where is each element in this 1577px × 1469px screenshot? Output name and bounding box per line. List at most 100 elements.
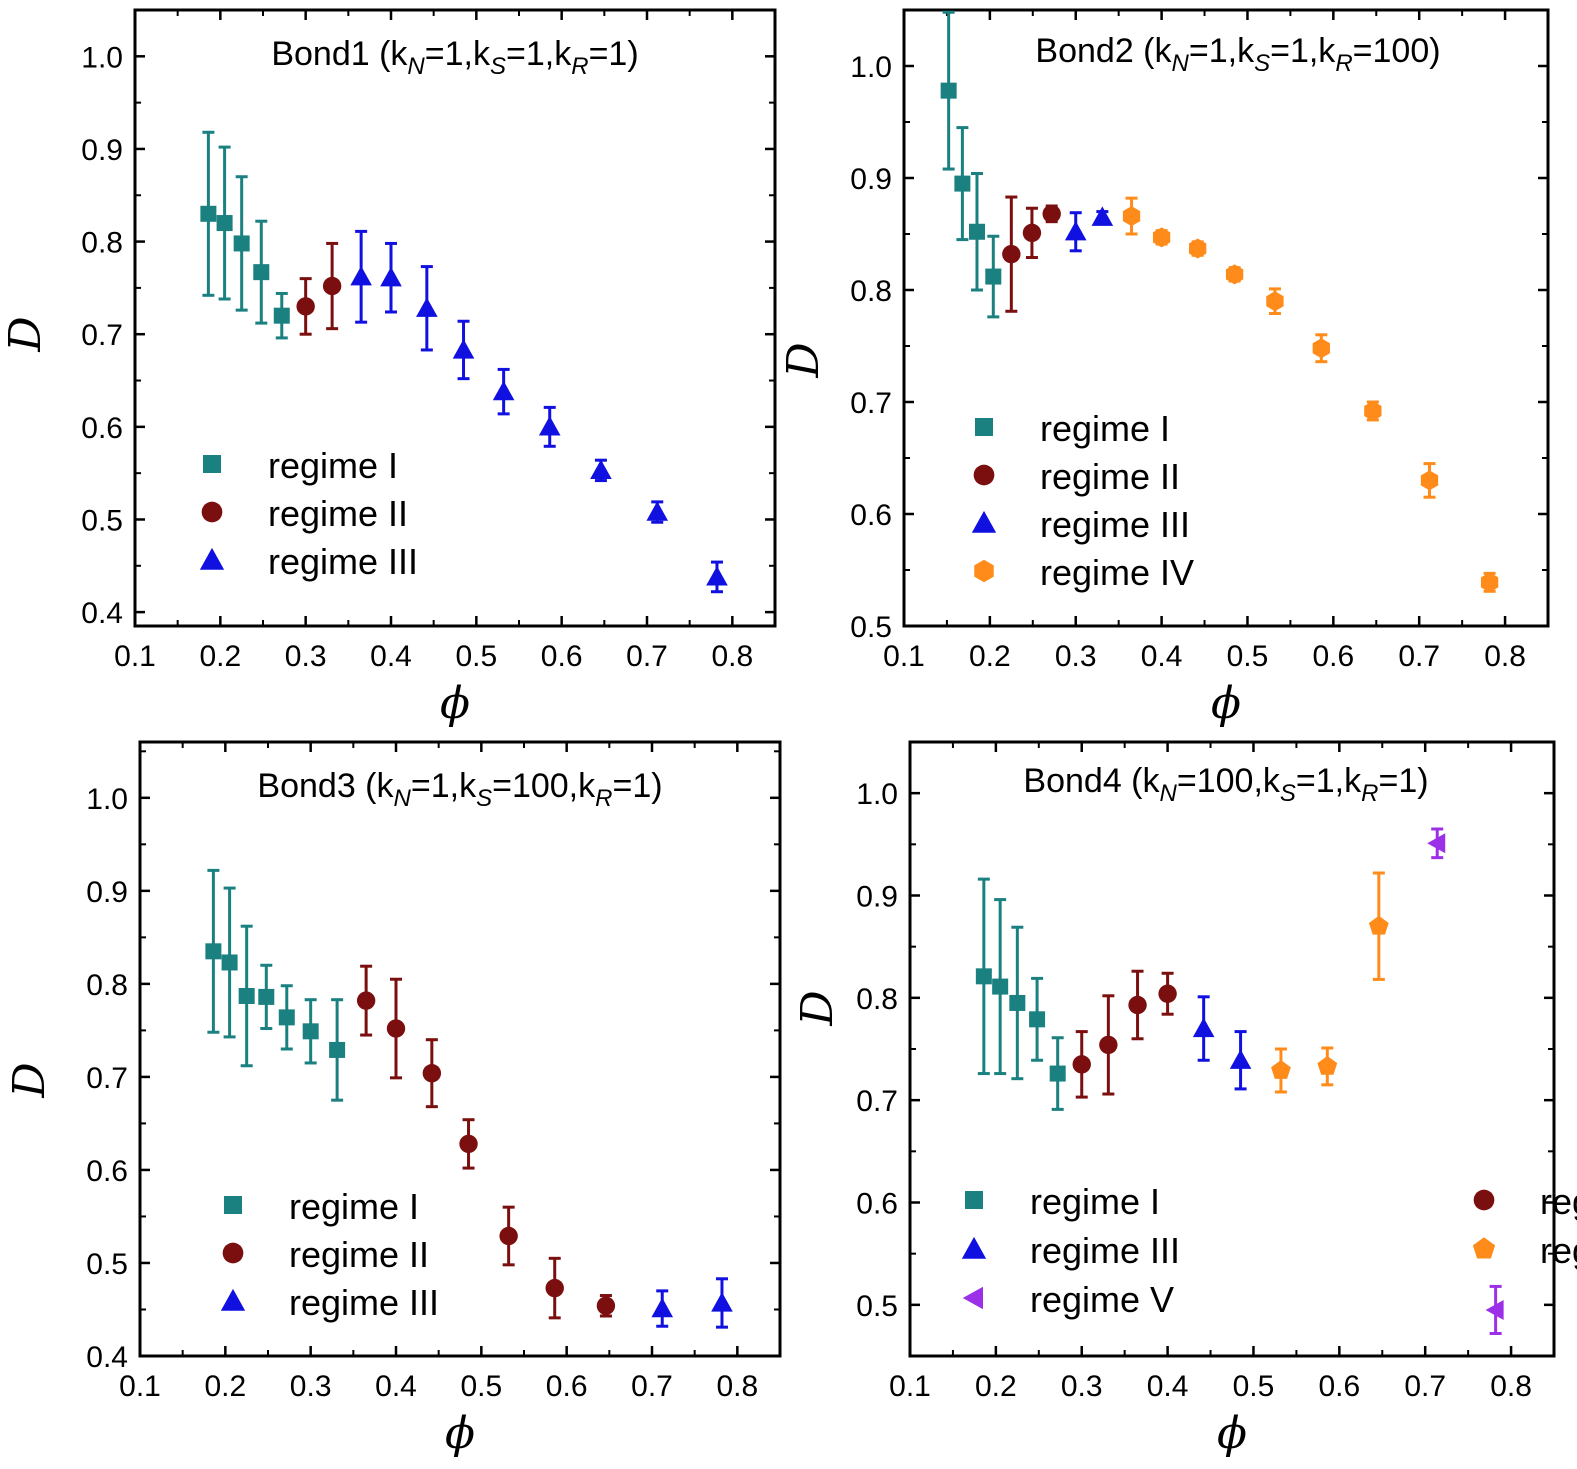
marker-triangle-up bbox=[416, 297, 438, 317]
x-tick-label: 0.2 bbox=[204, 1370, 246, 1403]
data-point bbox=[499, 1205, 518, 1267]
marker-triangle-up bbox=[380, 266, 402, 287]
data-point bbox=[1317, 1046, 1338, 1087]
x-axis-ticks: 0.1 0.2 0.3 0.4 0.5 0.6 0.7 0.8 bbox=[114, 10, 753, 673]
data-point bbox=[216, 145, 233, 301]
legend-label: regime I bbox=[1030, 1181, 1160, 1222]
data-point bbox=[1049, 1036, 1066, 1111]
data-point bbox=[940, 10, 957, 171]
data-point bbox=[651, 1289, 674, 1328]
marker-circle bbox=[1158, 984, 1177, 1003]
series-regime-iii bbox=[651, 1277, 733, 1329]
series-regime-i bbox=[205, 868, 346, 1102]
y-axis-ticks: 0.5 0.6 0.7 0.8 0.9 1.0 bbox=[850, 51, 1548, 644]
legend-marker bbox=[962, 1286, 983, 1310]
marker-circle bbox=[422, 1063, 442, 1083]
data-point bbox=[1192, 995, 1215, 1062]
data-area bbox=[940, 10, 1499, 593]
plot-frame bbox=[902, 8, 1550, 628]
y-tick-label: 0.5 bbox=[86, 1248, 128, 1281]
marker-square bbox=[205, 943, 222, 960]
legend-item-regime-iv: regime IV bbox=[974, 552, 1194, 593]
y-tick-label: 0.8 bbox=[81, 227, 123, 260]
data-point bbox=[538, 405, 561, 448]
legend: regime I regime II regime III regime IV regi… bbox=[961, 1181, 1577, 1320]
data-point bbox=[452, 319, 475, 381]
legend-marker bbox=[201, 501, 223, 523]
series-regime-i bbox=[975, 877, 1066, 1111]
marker-square bbox=[1049, 1065, 1066, 1082]
y-axis-ticks: 0.4 0.5 0.6 0.7 0.8 0.9 1.0 bbox=[86, 750, 780, 1374]
x-tick-label: 0.7 bbox=[1404, 1370, 1446, 1403]
series-regime-ii bbox=[356, 964, 616, 1320]
marker-hexagon bbox=[1152, 227, 1171, 248]
x-tick-label: 0.1 bbox=[119, 1370, 161, 1403]
y-tick-label: 0.6 bbox=[81, 412, 123, 445]
marker-triangle-up bbox=[1091, 206, 1114, 226]
panel-3: 0.1 0.2 0.3 0.4 0.5 0.6 0.7 0.80.40.50.60.70.80… bbox=[4, 740, 782, 1459]
marker-triangle-up bbox=[651, 1297, 674, 1318]
title-subscript: R bbox=[1335, 50, 1352, 77]
data-point bbox=[302, 998, 319, 1065]
data-point bbox=[1225, 264, 1244, 285]
legend-label: regime II bbox=[1540, 1181, 1577, 1222]
title-segment: Bond2 (k bbox=[1035, 32, 1172, 70]
legend-marker bbox=[222, 1242, 244, 1264]
x-tick-label: 0.2 bbox=[969, 640, 1011, 673]
x-tick-label: 0.8 bbox=[716, 1370, 758, 1403]
y-axis-label: D bbox=[0, 316, 51, 352]
legend-label: regime III bbox=[1030, 1230, 1180, 1271]
data-point bbox=[1099, 994, 1118, 1096]
legend-marker bbox=[220, 1288, 246, 1311]
marker-pentagon bbox=[1368, 915, 1389, 935]
marker-square bbox=[258, 988, 275, 1005]
data-point bbox=[1420, 462, 1439, 499]
marker-triangle-up bbox=[350, 265, 372, 286]
marker-circle bbox=[322, 276, 342, 296]
title-subscript: R bbox=[571, 53, 588, 80]
y-tick-label: 1.0 bbox=[850, 51, 892, 84]
legend-marker bbox=[224, 1196, 242, 1214]
marker-square bbox=[992, 978, 1009, 995]
panel-1: 0.1 0.2 0.3 0.4 0.5 0.6 0.7 0.80.40.50.60.70.80… bbox=[0, 8, 777, 729]
y-tick-label: 0.9 bbox=[850, 163, 892, 196]
marker-square bbox=[233, 235, 250, 252]
marker-triangle-up bbox=[1192, 1017, 1215, 1038]
title-segment: =1,k bbox=[1270, 32, 1336, 70]
x-tick-label: 0.3 bbox=[1061, 1370, 1103, 1403]
y-tick-label: 1.0 bbox=[81, 41, 123, 74]
legend-item-regime-ii: regime II bbox=[1473, 1181, 1577, 1222]
marker-circle bbox=[356, 991, 376, 1010]
legend-item-regime-ii: regime II bbox=[973, 456, 1180, 497]
marker-hexagon bbox=[1420, 470, 1439, 491]
data-point bbox=[322, 241, 342, 331]
marker-triangle-up bbox=[1229, 1049, 1252, 1069]
marker-square bbox=[216, 215, 233, 232]
data-point bbox=[356, 964, 376, 1037]
marker-hexagon bbox=[1312, 338, 1330, 359]
data-point bbox=[416, 265, 438, 352]
title-subscript: N bbox=[407, 53, 425, 80]
marker-hexagon bbox=[1189, 238, 1207, 259]
y-tick-label: 0.4 bbox=[86, 1341, 128, 1374]
legend-marker bbox=[975, 418, 993, 436]
legend-item-regime-i: regime I bbox=[975, 408, 1170, 449]
x-tick-label: 0.4 bbox=[370, 640, 412, 673]
x-tick-label: 0.5 bbox=[460, 1370, 502, 1403]
title-segment: Bond1 (k bbox=[271, 35, 408, 73]
marker-square bbox=[329, 1041, 346, 1058]
data-area bbox=[205, 868, 733, 1329]
legend-item-regime-iii: regime III bbox=[971, 504, 1190, 545]
marker-circle bbox=[1128, 995, 1147, 1015]
data-point bbox=[1072, 1030, 1091, 1099]
x-tick-label: 0.6 bbox=[1318, 1370, 1360, 1403]
series-regime-ii bbox=[1002, 195, 1061, 313]
legend-marker bbox=[971, 510, 997, 533]
data-point bbox=[711, 1277, 733, 1329]
marker-square bbox=[273, 307, 290, 324]
legend-item-regime-iv: regime IV bbox=[1472, 1230, 1577, 1271]
data-point bbox=[350, 229, 372, 324]
title-segment: =1) bbox=[612, 767, 662, 805]
data-point bbox=[329, 998, 346, 1102]
